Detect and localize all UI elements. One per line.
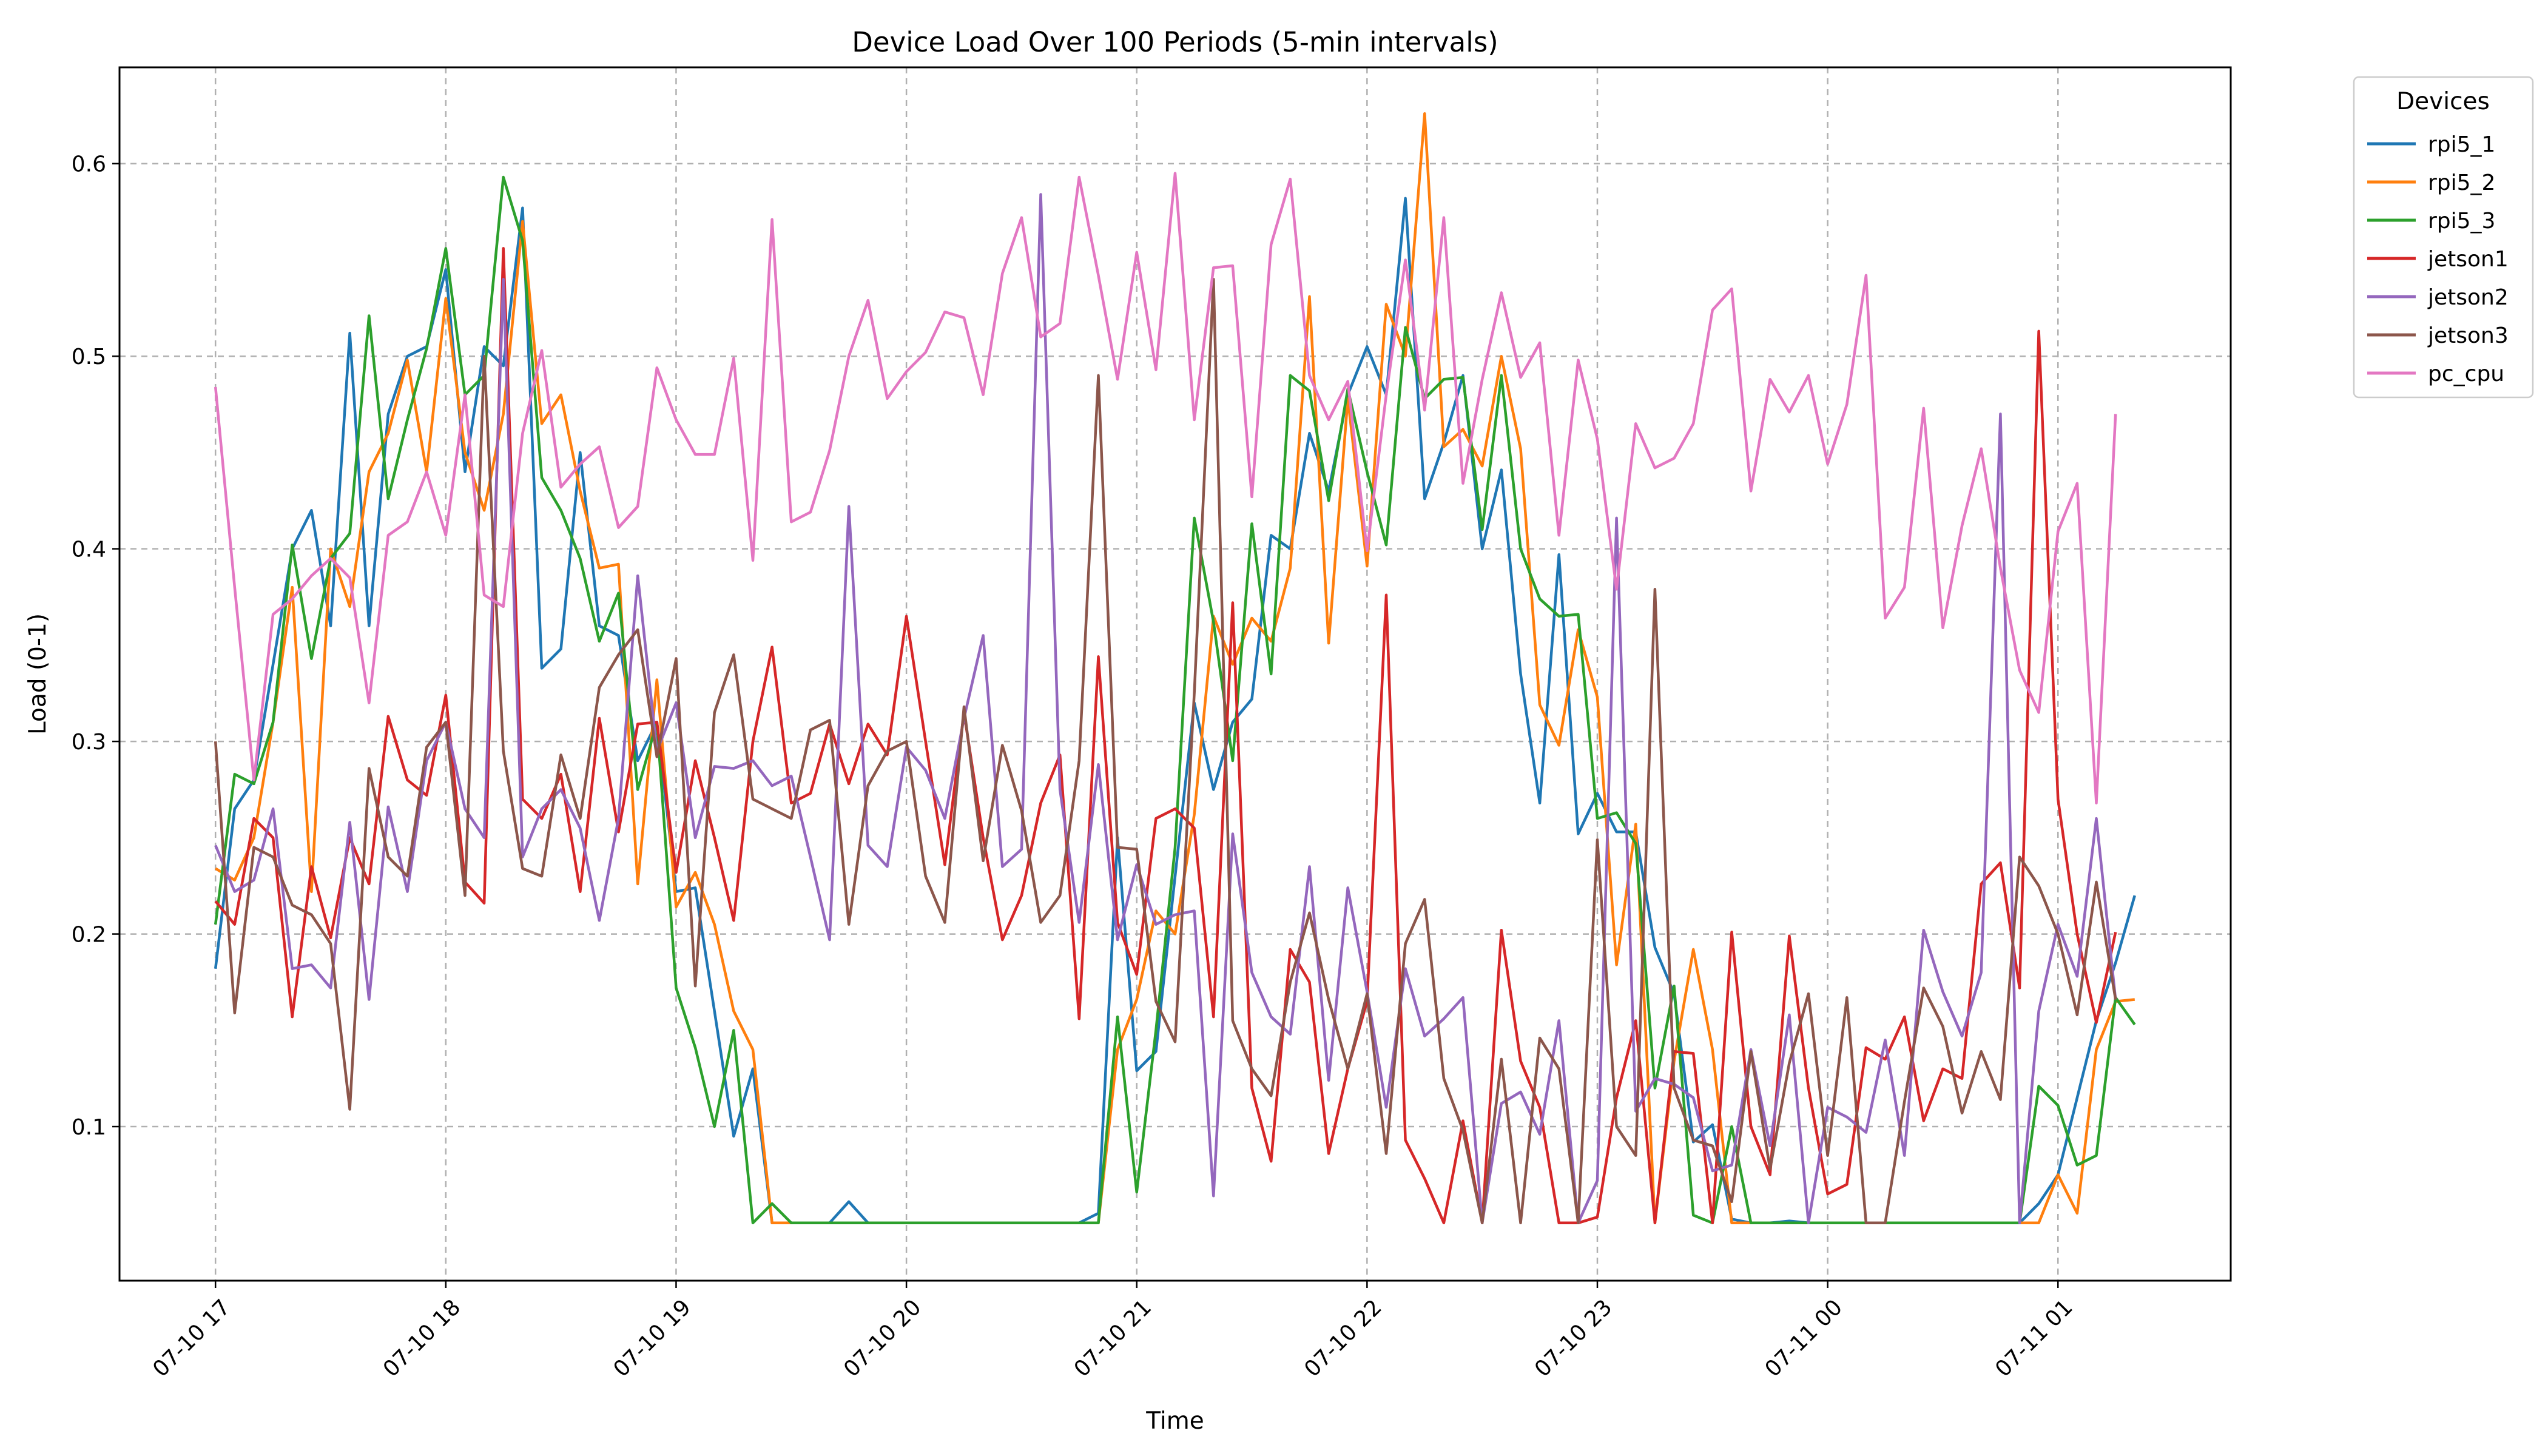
legend-label: pc_cpu: [2428, 362, 2504, 386]
legend-label: jetson2: [2427, 285, 2509, 310]
legend-label: rpi5_1: [2428, 132, 2495, 157]
legend-item-jetson3: jetson3: [2367, 323, 2509, 348]
y-axis-ticks: 0.1 0.2 0.3 0.4 0.5 0.6: [72, 152, 120, 1140]
legend-label: jetson1: [2427, 247, 2509, 272]
series-line-jetson3: [214, 277, 2117, 1225]
grid-lines: [120, 67, 2231, 1281]
y-tick-label: 0.6: [72, 152, 106, 177]
legend-item-rpi5_2: rpi5_2: [2367, 170, 2495, 195]
series-line-pc_cpu: [214, 172, 2117, 804]
chart-title: Device Load Over 100 Periods (5-min inte…: [852, 26, 1498, 58]
legend-items: rpi5_1 rpi5_2 rpi5_3 jetson1 jetson2 jetson3 p…: [2367, 132, 2509, 386]
legend-item-jetson2: jetson2: [2367, 285, 2509, 310]
y-tick-label: 0.4: [72, 538, 106, 562]
legend-label: jetson3: [2427, 323, 2509, 348]
legend-item-rpi5_1: rpi5_1: [2367, 132, 2495, 157]
plot-frame: [118, 66, 2232, 1282]
series-line-jetson2: [214, 193, 2117, 1225]
y-axis-label: Load (0-1): [24, 613, 52, 735]
legend-box: [2353, 76, 2534, 399]
legend: Devices rpi5_1 rpi5_2 rpi5_3 jetson1 jetson2…: [2353, 76, 2534, 399]
series-lines: [214, 112, 2136, 1225]
y-tick-label: 0.2: [72, 923, 106, 948]
y-tick-label: 0.5: [72, 345, 106, 369]
y-tick-label: 0.1: [72, 1115, 106, 1140]
legend-label: rpi5_3: [2428, 209, 2495, 234]
x-axis-label: Time: [1145, 1407, 1204, 1435]
legend-item-jetson1: jetson1: [2367, 247, 2509, 272]
legend-title: Devices: [2396, 88, 2490, 115]
legend-label: rpi5_2: [2428, 170, 2495, 195]
legend-item-pc_cpu: pc_cpu: [2367, 362, 2504, 386]
legend-item-rpi5_3: rpi5_3: [2367, 209, 2495, 234]
y-tick-label: 0.3: [72, 730, 106, 755]
series-line-rpi5_3: [214, 175, 2136, 1225]
series-line-jetson1: [214, 247, 2117, 1225]
